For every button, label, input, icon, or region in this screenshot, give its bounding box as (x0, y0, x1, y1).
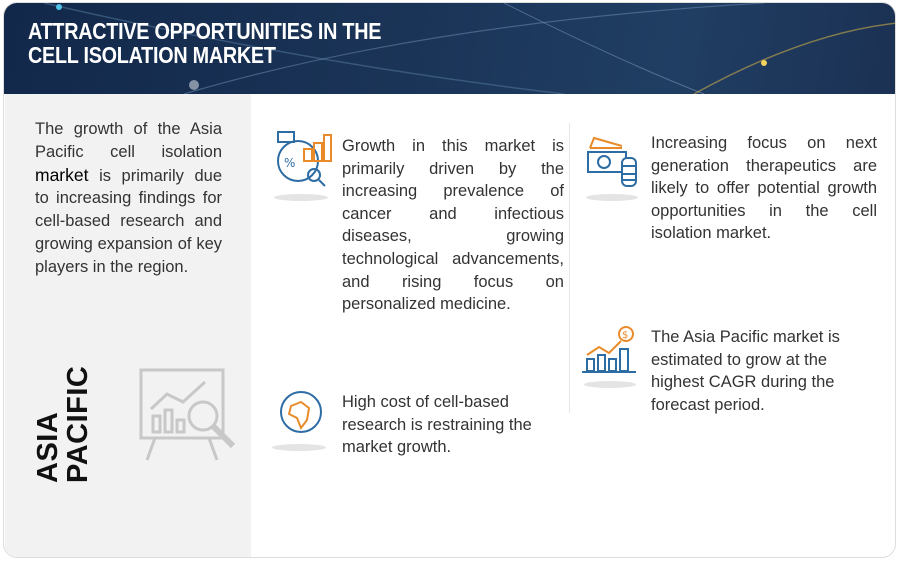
region-line-1: ASIA (32, 411, 64, 483)
title-line-1: ATTRACTIVE OPPORTUNITIES IN THE (28, 18, 382, 44)
region-summary: The growth of the Asia Pacific cell isol… (35, 118, 222, 279)
header-background-lines (43, 3, 895, 94)
svg-text:%: % (284, 156, 295, 170)
market-analysis-icon: % (277, 131, 332, 187)
region-line-2: PACIFIC (62, 365, 94, 483)
infographic-card: ATTRACTIVE OPPORTUNITIES IN THE CELL ISO… (3, 2, 896, 558)
summary-highlight: market (35, 164, 89, 185)
growth-chart-dollar-icon: $ (582, 326, 636, 373)
header-banner: ATTRACTIVE OPPORTUNITIES IN THE CELL ISO… (4, 3, 895, 94)
icon-shadow (586, 194, 638, 201)
money-coins-icon (587, 136, 637, 187)
summary-text-rest: is primarily due to increasing findings … (35, 166, 222, 276)
driver-text: Growth in this market is primarily drive… (342, 137, 564, 314)
page-title: ATTRACTIVE OPPORTUNITIES IN THE CELL ISO… (28, 19, 381, 67)
svg-text:$: $ (622, 330, 628, 341)
summary-text: The growth of the Asia Pacific cell isol… (35, 120, 222, 161)
icon-shadow (584, 381, 636, 388)
icon-shadow (272, 444, 326, 451)
globe-africa-icon (280, 391, 322, 433)
title-line-2: CELL ISOLATION MARKET (28, 42, 276, 68)
opportunity-text: Increasing focus on next generation ther… (651, 134, 877, 243)
icon-shadow (274, 194, 328, 201)
presentation-analytics-icon (139, 368, 236, 461)
restraint-text: High cost of cell-based research is rest… (342, 393, 532, 457)
region-label: ASIA PACIFIC (32, 365, 94, 483)
region-panel: The growth of the Asia Pacific cell isol… (5, 94, 251, 557)
column-divider (569, 123, 570, 413)
forecast-text: The Asia Pacific market is estimated to … (651, 328, 840, 414)
